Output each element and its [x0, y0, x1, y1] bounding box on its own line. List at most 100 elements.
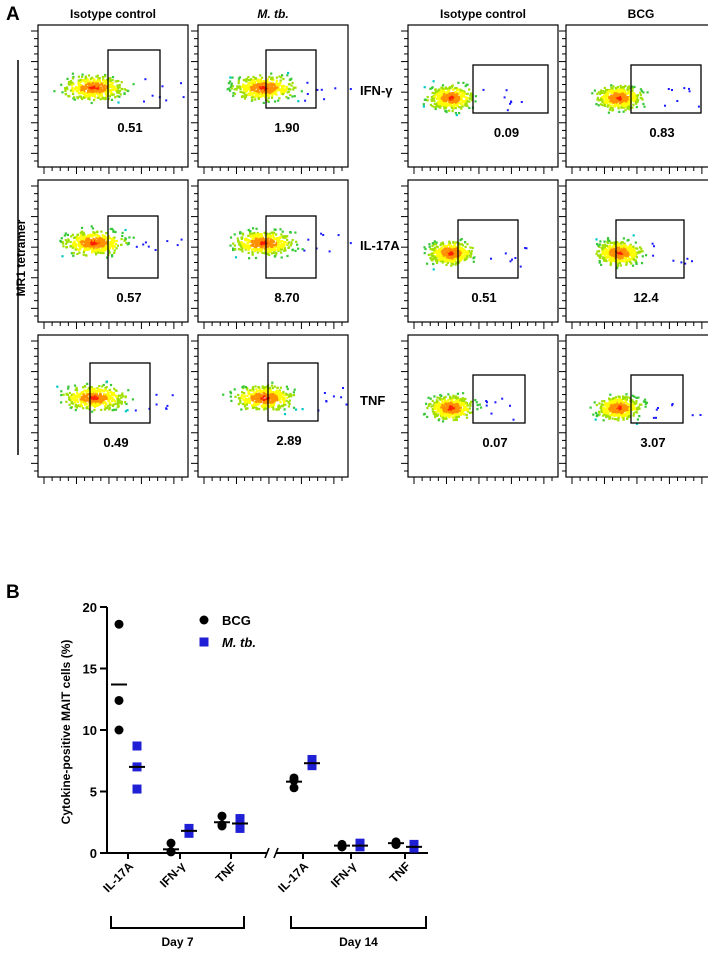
- dot: [462, 408, 465, 411]
- dot: [74, 403, 77, 407]
- dot: [277, 390, 280, 393]
- dot: [255, 401, 258, 405]
- dot: [281, 248, 284, 251]
- dot: [591, 92, 594, 95]
- dot: [124, 401, 127, 404]
- dot: [243, 92, 246, 95]
- dot: [277, 398, 280, 402]
- dot: [255, 403, 258, 407]
- dot: [112, 230, 115, 233]
- dot: [166, 240, 169, 243]
- dot: [273, 399, 277, 402]
- dot: [440, 89, 443, 92]
- dot: [127, 242, 130, 245]
- dot: [626, 253, 629, 256]
- dot: [79, 239, 83, 242]
- dot: [453, 258, 456, 261]
- dot: [253, 234, 256, 237]
- dot: [264, 86, 267, 89]
- dot: [628, 92, 631, 95]
- dot: [236, 237, 239, 240]
- dot: [294, 86, 297, 89]
- dot: [252, 91, 255, 94]
- dot: [437, 419, 440, 422]
- dot: [613, 103, 617, 106]
- dot: [239, 232, 242, 235]
- dot: [256, 89, 259, 92]
- dot: [105, 407, 108, 410]
- dot: [637, 99, 640, 102]
- dot: [435, 399, 438, 402]
- dot: [448, 109, 451, 112]
- dot: [103, 239, 106, 242]
- dot: [277, 99, 280, 102]
- dot: [234, 256, 238, 259]
- dot: [600, 263, 603, 266]
- dot: [604, 248, 607, 251]
- dot: [270, 85, 273, 88]
- dot: [431, 408, 434, 411]
- dot: [92, 394, 95, 398]
- dot: [76, 400, 79, 403]
- dot: [456, 392, 459, 395]
- dot: [103, 87, 106, 90]
- dot: [132, 83, 135, 86]
- dot: [597, 104, 600, 107]
- dot: [262, 398, 265, 401]
- dot: [623, 242, 626, 245]
- dot: [505, 89, 508, 92]
- dot: [278, 246, 281, 249]
- dot: [279, 79, 282, 82]
- dot: [112, 403, 115, 406]
- dot: [245, 238, 248, 241]
- dot: [93, 240, 96, 243]
- dot: [436, 249, 440, 252]
- dot: [99, 90, 102, 93]
- dot: [243, 400, 247, 403]
- dot: [117, 101, 120, 104]
- dot: [103, 236, 106, 240]
- dot: [431, 91, 434, 94]
- dot: [86, 237, 89, 240]
- dot: [604, 94, 607, 97]
- dot: [95, 88, 98, 91]
- dot: [261, 240, 264, 243]
- dot: [248, 85, 251, 88]
- dot: [252, 404, 255, 407]
- dot: [286, 235, 289, 238]
- dot: [79, 234, 82, 237]
- dot: [273, 250, 276, 253]
- dot: [277, 249, 280, 252]
- dot: [442, 420, 445, 423]
- dot: [617, 105, 620, 108]
- dot: [442, 89, 445, 93]
- dot: [442, 405, 445, 408]
- dot: [270, 245, 273, 248]
- dot: [449, 257, 452, 260]
- dot: [437, 89, 440, 92]
- dot: [100, 86, 103, 90]
- dot: [285, 96, 288, 99]
- dot: [110, 400, 114, 403]
- dot: [106, 256, 109, 259]
- dot: [340, 396, 343, 399]
- dot: [632, 247, 635, 250]
- dot: [261, 251, 264, 254]
- dot: [89, 81, 92, 84]
- dot: [613, 245, 616, 248]
- dot: [439, 408, 442, 411]
- dot: [613, 92, 616, 95]
- dot: [281, 405, 284, 408]
- dot: [620, 104, 623, 108]
- dot: [263, 92, 266, 96]
- column-header: Isotype control: [70, 7, 156, 21]
- dot: [443, 256, 446, 259]
- dot: [430, 258, 433, 261]
- dot: [454, 253, 457, 256]
- dot: [524, 247, 527, 249]
- dot: [441, 87, 444, 91]
- dot: [631, 253, 634, 256]
- dot: [81, 91, 84, 94]
- dot: [93, 409, 96, 412]
- dot: [248, 240, 251, 243]
